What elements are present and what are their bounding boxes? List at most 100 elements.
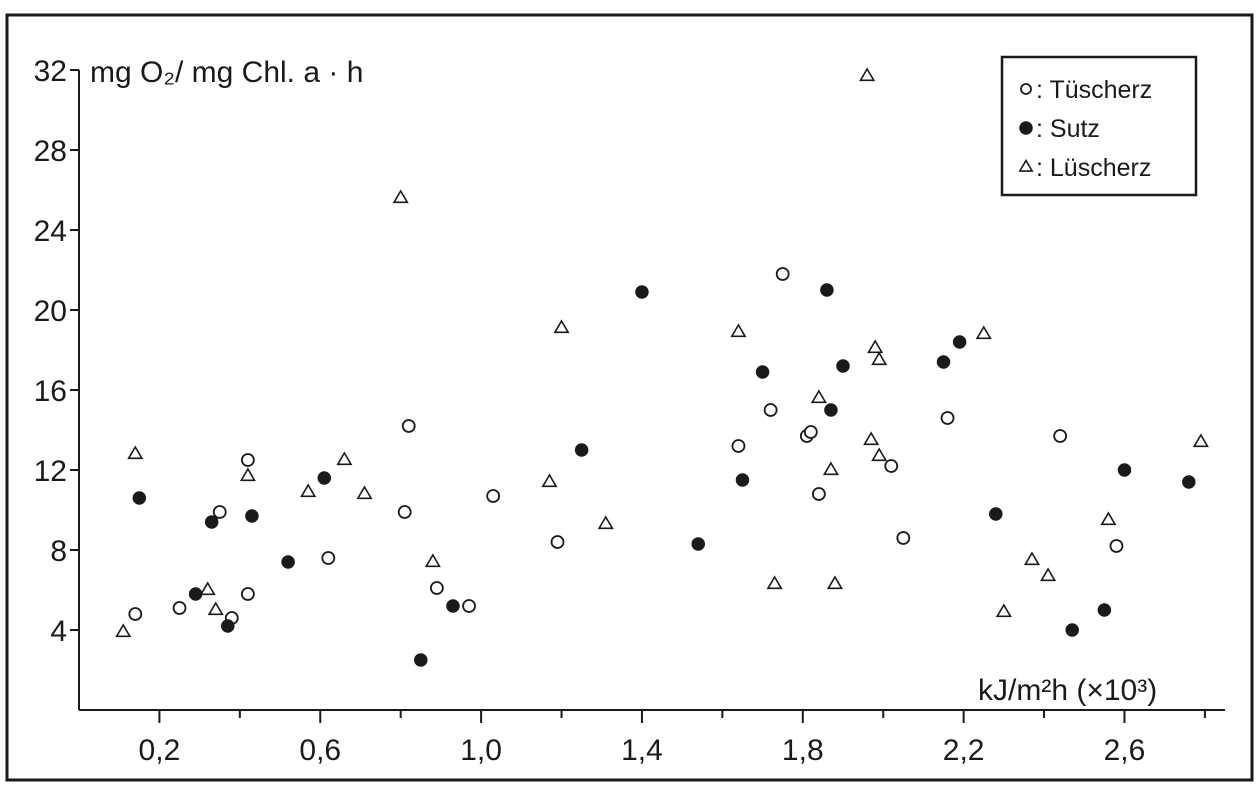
data-point-luscherz — [1192, 433, 1209, 448]
legend-marker-tuscherz — [1020, 83, 1032, 95]
data-point-sutz — [1182, 475, 1196, 489]
data-point-luscherz — [336, 451, 353, 466]
data-point-luscherz — [826, 575, 844, 590]
data-point-tuscherz — [321, 551, 336, 565]
data-point-sutz — [735, 473, 750, 487]
data-point-luscherz — [1100, 511, 1117, 526]
data-point-luscherz — [541, 473, 558, 488]
x-tick-label: 1,4 — [621, 734, 663, 767]
data-point-sutz — [936, 355, 951, 369]
y-tick-label: 24 — [34, 215, 67, 248]
data-point-tuscherz — [397, 505, 412, 519]
legend: : Tüscherz : Sutz : Lüscherz — [1000, 55, 1198, 197]
data-point-luscherz — [207, 601, 224, 616]
chart-frame — [5, 13, 1254, 782]
legend-marker-luscherz — [1018, 158, 1034, 172]
data-point-sutz — [446, 599, 460, 613]
data-point-luscherz — [766, 575, 783, 590]
data-point-tuscherz — [172, 601, 187, 615]
data-point-sutz — [1065, 623, 1079, 637]
y-tick-label: 16 — [34, 375, 67, 408]
data-point-tuscherz — [128, 607, 143, 621]
data-point-sutz — [635, 285, 649, 299]
data-point-sutz — [1097, 603, 1112, 617]
x-tick-label: 2,2 — [943, 734, 985, 767]
y-tick-label: 28 — [34, 135, 67, 168]
data-point-sutz — [281, 555, 295, 569]
data-point-tuscherz — [940, 411, 955, 425]
data-point-luscherz — [1040, 567, 1057, 582]
y-tick-label: 20 — [34, 295, 67, 328]
x-tick-label: 1,0 — [460, 734, 502, 767]
data-point-luscherz — [863, 431, 880, 446]
data-point-sutz — [691, 537, 705, 551]
data-point-luscherz — [356, 485, 373, 500]
data-point-tuscherz — [401, 419, 416, 433]
data-point-sutz — [221, 619, 235, 633]
data-point-luscherz — [553, 319, 570, 334]
data-point-sutz — [245, 509, 259, 523]
data-point-sutz — [204, 515, 219, 529]
data-point-luscherz — [300, 483, 317, 498]
data-point-tuscherz — [884, 459, 899, 473]
data-point-luscherz — [995, 603, 1012, 618]
data-point-luscherz — [239, 467, 256, 482]
data-point-sutz — [836, 359, 850, 373]
data-point-luscherz — [597, 515, 614, 530]
data-point-sutz — [188, 587, 203, 601]
data-point-sutz — [952, 335, 967, 349]
data-point-luscherz — [392, 189, 409, 204]
data-point-tuscherz — [462, 599, 476, 613]
data-point-tuscherz — [1053, 429, 1068, 443]
points-layer — [115, 67, 1209, 667]
data-point-luscherz — [127, 445, 144, 460]
x-tick-label: 1,8 — [782, 734, 824, 767]
data-point-luscherz — [822, 461, 839, 476]
data-point-luscherz — [1023, 551, 1041, 566]
x-tick-label: 0,6 — [299, 734, 341, 767]
legend-entry-luscherz: : Lüscherz — [1036, 154, 1151, 182]
data-point-tuscherz — [896, 531, 911, 545]
data-point-sutz — [414, 653, 428, 667]
y-tick-label: 4 — [50, 615, 67, 648]
data-point-tuscherz — [429, 581, 444, 595]
x-tick-label: 2,6 — [1104, 734, 1146, 767]
data-point-tuscherz — [486, 489, 501, 503]
data-point-tuscherz — [803, 425, 818, 439]
data-point-sutz — [1117, 463, 1132, 477]
data-point-luscherz — [871, 447, 888, 462]
data-point-tuscherz — [240, 587, 255, 601]
data-point-sutz — [989, 507, 1003, 521]
y-axis-label: mg O₂/ mg Chl. a · h — [90, 56, 363, 89]
y-tick-label: 8 — [50, 535, 67, 568]
data-point-sutz — [824, 403, 838, 417]
data-point-luscherz — [730, 323, 747, 338]
data-point-tuscherz — [240, 453, 255, 467]
data-point-tuscherz — [811, 487, 826, 501]
ticks-layer: 0,2 0,6 1,0 1,4 1,8 2,2 2,6 4 8 12 16 20 24 28 32 — [34, 55, 1206, 767]
data-point-luscherz — [199, 581, 216, 596]
data-point-luscherz — [810, 389, 827, 404]
data-point-tuscherz — [1109, 539, 1124, 553]
data-point-tuscherz — [550, 535, 565, 549]
data-point-tuscherz — [212, 505, 227, 519]
y-tick-label: 12 — [34, 455, 67, 488]
data-point-sutz — [755, 365, 770, 379]
data-point-luscherz — [424, 553, 441, 568]
data-point-tuscherz — [775, 267, 790, 281]
data-point-luscherz — [975, 325, 992, 340]
x-axis-label: kJ/m²h (×10³) — [978, 674, 1157, 707]
data-point-luscherz — [115, 623, 132, 638]
legend-entry-tuscherz: : Tüscherz — [1036, 76, 1152, 104]
y-tick-label: 32 — [34, 55, 67, 88]
legend-entry-sutz: : Sutz — [1036, 115, 1100, 143]
data-point-luscherz — [859, 67, 876, 82]
data-point-tuscherz — [731, 439, 746, 453]
data-point-tuscherz — [763, 403, 778, 417]
data-point-sutz — [132, 491, 147, 505]
x-tick-label: 0,2 — [139, 734, 181, 767]
data-point-luscherz — [867, 339, 884, 354]
data-point-luscherz — [871, 351, 888, 366]
data-point-sutz — [820, 283, 834, 297]
